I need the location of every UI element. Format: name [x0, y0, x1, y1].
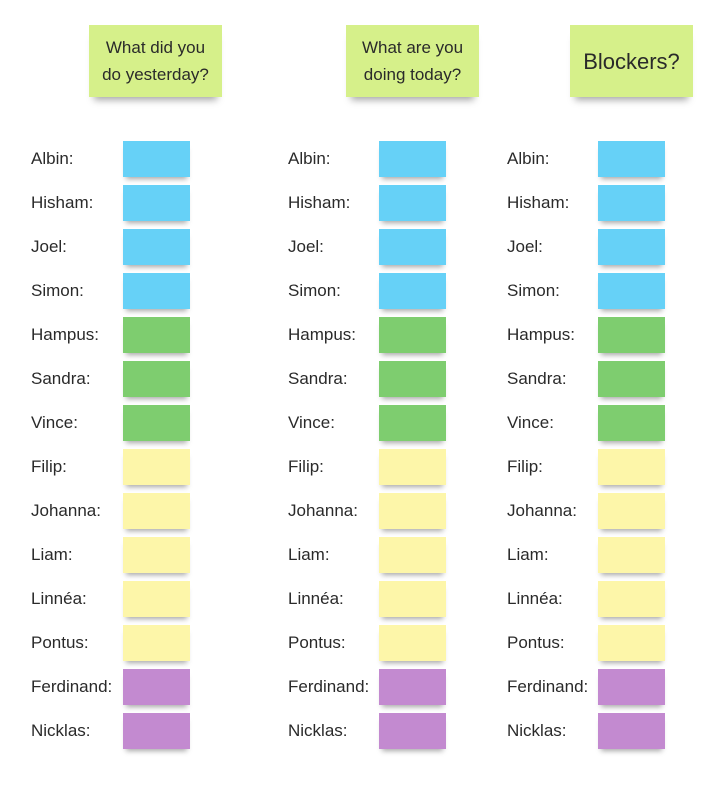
sticky-note-blue[interactable]	[379, 185, 446, 221]
header-note-blockers[interactable]: Blockers?	[570, 25, 693, 97]
sticky-note-green[interactable]	[598, 317, 665, 353]
person-name-label: Sandra:	[31, 369, 91, 388]
header-note-yesterday[interactable]: What did you do yesterday?	[89, 25, 222, 97]
person-name-label: Vince:	[507, 413, 554, 432]
header-note-text: Blockers?	[583, 48, 680, 74]
person-name-label: Pontus:	[288, 633, 346, 652]
sticky-note-blue[interactable]	[379, 141, 446, 177]
sticky-note-yellow[interactable]	[123, 581, 190, 617]
person-name-label: Hisham:	[507, 193, 570, 212]
person-name-label: Ferdinand:	[31, 677, 113, 696]
sticky-note-blue[interactable]	[598, 141, 665, 177]
person-name-label: Joel:	[288, 237, 324, 256]
sticky-note-yellow[interactable]	[123, 493, 190, 529]
sticky-note-yellow[interactable]	[123, 449, 190, 485]
sticky-note-purple[interactable]	[123, 669, 190, 705]
sticky-note-green[interactable]	[598, 361, 665, 397]
sticky-note-yellow[interactable]	[598, 493, 665, 529]
sticky-note-blue[interactable]	[598, 273, 665, 309]
person-name-label: Filip:	[31, 457, 67, 476]
sticky-note-green[interactable]	[379, 361, 446, 397]
sticky-note-purple[interactable]	[123, 713, 190, 749]
person-name-label: Hampus:	[288, 325, 357, 344]
sticky-note-purple[interactable]	[379, 669, 446, 705]
person-name-label: Hisham:	[288, 193, 351, 212]
sticky-note-blue[interactable]	[123, 229, 190, 265]
person-name-label: Ferdinand:	[288, 677, 370, 696]
person-name-label: Ferdinand:	[507, 677, 589, 696]
sticky-note-green[interactable]	[123, 405, 190, 441]
person-name-label: Hampus:	[507, 325, 576, 344]
person-name-label: Hisham:	[31, 193, 94, 212]
sticky-note-green[interactable]	[379, 405, 446, 441]
sticky-note-yellow[interactable]	[379, 581, 446, 617]
person-name-label: Sandra:	[288, 369, 348, 388]
person-name-label: Vince:	[31, 413, 78, 432]
person-name-label: Pontus:	[31, 633, 89, 652]
sticky-note-purple[interactable]	[379, 713, 446, 749]
sticky-note-purple[interactable]	[598, 669, 665, 705]
sticky-note-blue[interactable]	[379, 229, 446, 265]
sticky-note-yellow[interactable]	[379, 449, 446, 485]
sticky-note-green[interactable]	[123, 317, 190, 353]
person-name-label: Filip:	[288, 457, 324, 476]
person-name-label: Johanna:	[288, 501, 358, 520]
person-name-label: Albin:	[507, 149, 550, 168]
person-name-label: Simon:	[507, 281, 560, 300]
sticky-note-blue[interactable]	[379, 273, 446, 309]
person-name-label: Vince:	[288, 413, 335, 432]
person-name-label: Simon:	[288, 281, 341, 300]
person-name-label: Nicklas:	[31, 721, 91, 740]
person-name-label: Joel:	[507, 237, 543, 256]
person-name-label: Liam:	[507, 545, 549, 564]
sticky-note-blue[interactable]	[123, 141, 190, 177]
sticky-note-yellow[interactable]	[598, 537, 665, 573]
person-name-label: Filip:	[507, 457, 543, 476]
person-name-label: Hampus:	[31, 325, 100, 344]
sticky-note-blue[interactable]	[598, 229, 665, 265]
sticky-note-blue[interactable]	[123, 185, 190, 221]
sticky-note-yellow[interactable]	[123, 625, 190, 661]
sticky-note-yellow[interactable]	[598, 449, 665, 485]
person-name-label: Linnéa:	[288, 589, 344, 608]
sticky-note-blue[interactable]	[598, 185, 665, 221]
sticky-note-green[interactable]	[379, 317, 446, 353]
person-name-label: Nicklas:	[507, 721, 567, 740]
sticky-note-yellow[interactable]	[379, 625, 446, 661]
sticky-note-yellow[interactable]	[123, 537, 190, 573]
sticky-note-yellow[interactable]	[379, 493, 446, 529]
person-name-label: Simon:	[31, 281, 84, 300]
sticky-note-purple[interactable]	[598, 713, 665, 749]
sticky-note-yellow[interactable]	[379, 537, 446, 573]
person-name-label: Albin:	[31, 149, 74, 168]
person-name-label: Johanna:	[31, 501, 101, 520]
person-name-label: Liam:	[31, 545, 73, 564]
person-name-label: Johanna:	[507, 501, 577, 520]
person-name-label: Liam:	[288, 545, 330, 564]
person-name-label: Linnéa:	[507, 589, 563, 608]
sticky-note-yellow[interactable]	[598, 625, 665, 661]
person-name-label: Nicklas:	[288, 721, 348, 740]
person-name-label: Albin:	[288, 149, 331, 168]
person-name-label: Sandra:	[507, 369, 567, 388]
header-note-text: What are you doing today?	[361, 38, 464, 84]
person-name-label: Linnéa:	[31, 589, 87, 608]
person-name-label: Pontus:	[507, 633, 565, 652]
sticky-note-blue[interactable]	[123, 273, 190, 309]
sticky-note-green[interactable]	[598, 405, 665, 441]
sticky-note-yellow[interactable]	[598, 581, 665, 617]
sticky-note-green[interactable]	[123, 361, 190, 397]
header-note-today[interactable]: What are you doing today?	[346, 25, 479, 97]
person-name-label: Joel:	[31, 237, 67, 256]
header-note-text: What did you do yesterday?	[102, 38, 209, 84]
